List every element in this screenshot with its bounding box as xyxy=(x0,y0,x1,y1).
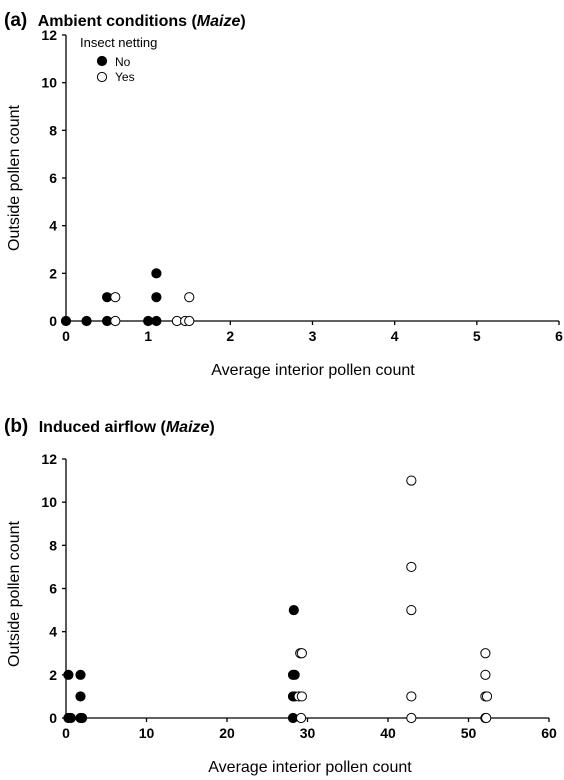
panel-b-title-text: Induced airflow ( xyxy=(39,419,167,436)
panel-b-x-tick-label: 30 xyxy=(300,725,316,741)
panel-a-x-tick-label: 2 xyxy=(226,328,234,344)
panel-b-y-tick-label: 6 xyxy=(49,581,57,597)
panel-a-point-yes xyxy=(110,315,121,327)
panel-b-point-yes xyxy=(406,604,417,616)
panel-a-y-tick-label: 10 xyxy=(41,75,57,91)
panel-b-point-yes xyxy=(480,669,491,680)
panel-b-ylabel: Outside pollen count xyxy=(6,521,23,667)
panel-b-point-yes xyxy=(406,712,417,724)
legend-marker-yes xyxy=(96,71,108,83)
panel-b-y-tick-label: 4 xyxy=(49,624,57,640)
panel-a-title-text: Ambient conditions ( xyxy=(38,13,198,30)
panel-b-point-no xyxy=(63,669,74,680)
legend-title: Insect netting xyxy=(80,35,157,50)
panel-b-x-tick-label: 40 xyxy=(380,725,396,741)
panel-a-point-yes xyxy=(110,292,121,303)
panel-a-point-no xyxy=(151,315,162,327)
panel-a-y-tick-label: 2 xyxy=(49,265,57,281)
panel-b-points xyxy=(63,475,493,724)
panel-b-point-no xyxy=(75,691,86,702)
panel-a-y-tick-label: 4 xyxy=(49,218,57,234)
panel-a-y-tick-label: 12 xyxy=(41,27,57,43)
panel-a-point-no xyxy=(81,315,92,327)
panel-a-x-tick-label: 5 xyxy=(473,328,481,344)
panel-a-point-yes xyxy=(184,292,195,303)
panel-b-point-no xyxy=(77,712,88,724)
panel-a-xlabel: Average interior pollen count xyxy=(211,362,415,379)
panel-b-y-tick-label: 2 xyxy=(49,667,57,683)
panel-a-x-tick-label: 0 xyxy=(62,328,70,344)
legend-marker-no xyxy=(96,55,108,67)
panel-b-title: (b) Induced airflow (Maize) xyxy=(4,416,215,437)
panel-b-y-tick-label: 12 xyxy=(41,451,57,467)
panel-b-y-tick-label: 8 xyxy=(49,537,57,553)
panel-b-point-no xyxy=(289,669,300,680)
panel-a-point-yes xyxy=(184,315,195,327)
panel-b-point-yes xyxy=(296,691,307,702)
panel-b-point-yes xyxy=(406,691,417,702)
panel-a-ylabel: Outside pollen count xyxy=(6,105,23,251)
panel-b-x-tick-label: 0 xyxy=(62,725,70,741)
panel-b-x-tick-label: 10 xyxy=(139,725,155,741)
panel-b: (b) Induced airflow (Maize) Outside poll… xyxy=(4,416,557,776)
panel-b-point-no xyxy=(65,712,76,724)
panel-b-point-yes xyxy=(481,712,492,724)
panel-b-point-no xyxy=(75,669,86,680)
legend: Insect netting No Yes xyxy=(80,35,157,84)
panel-b-point-no xyxy=(288,604,299,616)
panel-b-x-tick-label: 60 xyxy=(541,725,557,741)
legend-label-no: No xyxy=(115,55,131,69)
panel-b-point-yes xyxy=(406,475,417,486)
panel-a-y-tick-label: 8 xyxy=(49,122,57,138)
panel-a-y-tick-label: 0 xyxy=(49,313,57,329)
panel-a-points xyxy=(60,268,195,327)
panel-b-y-tick-label: 10 xyxy=(41,494,57,510)
panel-a-title: (a) Ambient conditions (Maize) xyxy=(4,10,246,31)
panel-b-title-italic: Maize xyxy=(166,419,210,436)
panel-b-point-yes xyxy=(480,648,491,659)
panel-b-xlabel: Average interior pollen count xyxy=(208,759,412,776)
panel-b-title-end: ) xyxy=(209,419,214,436)
panel-b-letter: (b) xyxy=(4,416,28,437)
panel-b-point-yes xyxy=(295,712,307,724)
panel-b-point-yes xyxy=(406,561,417,573)
panel-b-point-yes xyxy=(296,648,307,659)
panel-a-x-tick-label: 4 xyxy=(391,328,399,344)
panel-a-title-italic: Maize xyxy=(197,13,241,30)
panel-b-x-tick-label: 50 xyxy=(461,725,477,741)
panel-a-point-no xyxy=(60,315,72,327)
panel-b-y-tick-label: 0 xyxy=(49,710,57,726)
panel-a-x-tick-label: 6 xyxy=(555,328,563,344)
panel-b-x-tick-label: 20 xyxy=(219,725,235,741)
panel-a-title-end: ) xyxy=(240,13,245,30)
panel-a-x-tick-label: 1 xyxy=(144,328,152,344)
panel-a-x-tick-label: 3 xyxy=(309,328,317,344)
panel-a: (a) Ambient conditions (Maize) Outside p… xyxy=(4,10,563,379)
panel-a-letter: (a) xyxy=(4,10,27,31)
panel-a-y-tick-label: 6 xyxy=(49,170,57,186)
panel-a-point-no xyxy=(151,292,162,303)
panel-b-point-yes xyxy=(481,691,493,702)
legend-label-yes: Yes xyxy=(115,70,135,84)
panel-a-point-no xyxy=(151,268,162,279)
